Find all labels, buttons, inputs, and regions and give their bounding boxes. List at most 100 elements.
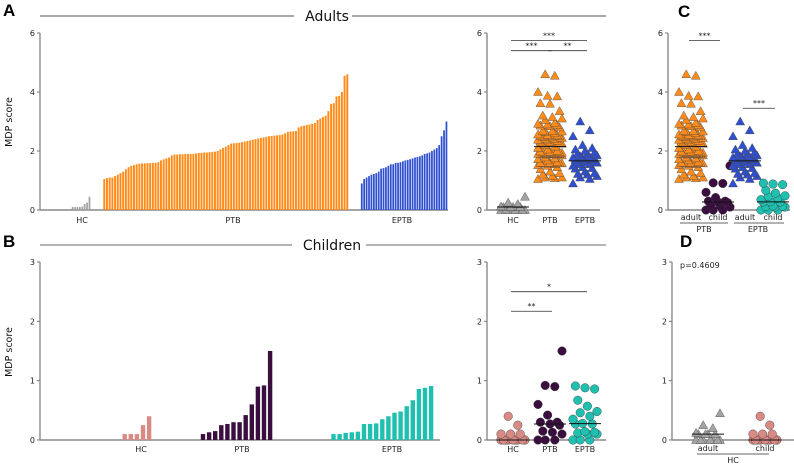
data-point-child_PTB: [538, 426, 548, 436]
y-tick-label: 0: [477, 206, 482, 215]
data-point-adult_PTB: [533, 154, 543, 163]
data-point-adult_PTB: [554, 106, 565, 115]
data-point-adult_PTB: [542, 144, 553, 154]
data-point-child_EPTB: [758, 178, 768, 188]
data-point-child_EPTB: [580, 383, 590, 393]
bar-adult_PTB: [346, 74, 349, 210]
data-point-child_EPTB: [768, 179, 778, 189]
data-point-adult_PTB: [695, 106, 706, 115]
bar-child_PTB: [255, 386, 261, 440]
panel-letter-c: C: [678, 2, 690, 21]
bar-adult_EPTB: [443, 130, 445, 210]
data-point-child_EPTB: [573, 395, 583, 405]
data-point-child_EPTB: [582, 401, 592, 411]
bar-adult_EPTB: [382, 168, 385, 210]
bar-adult_PTB: [254, 139, 257, 210]
data-point-adult_HC: [695, 435, 706, 444]
x-category-label: adult: [735, 213, 755, 222]
bar-adult_EPTB: [385, 167, 387, 210]
data-point-child_PTB: [547, 427, 557, 437]
bar-adult_PTB: [151, 162, 154, 210]
x-category-label: HC: [76, 216, 88, 225]
data-point-adult_PTB: [674, 174, 684, 183]
data-point-adult_PTB: [545, 166, 555, 176]
bar-adult_PTB: [106, 178, 108, 210]
data-point-adult_PTB: [683, 144, 694, 154]
bar-child_EPTB: [386, 416, 391, 440]
bar-adult_PTB: [273, 135, 276, 210]
data-point-child_PTB: [550, 382, 560, 392]
x-category-label: PTB: [234, 445, 249, 454]
data-point-adult_PTB: [537, 169, 548, 179]
bar-child_PTB: [200, 434, 206, 440]
bar-child_EPTB: [380, 419, 385, 440]
data-point-adult_HC: [512, 199, 523, 208]
data-point-adult_PTB: [674, 143, 684, 152]
bar-adult_PTB: [119, 173, 122, 210]
data-point-adult_PTB: [540, 115, 551, 124]
bar-adult_PTB: [165, 158, 168, 210]
bar-adult_PTB: [200, 152, 203, 210]
data-point-child_PTB: [543, 410, 553, 420]
y-tick-label: 1: [30, 377, 35, 386]
bar-adult_PTB: [230, 143, 233, 210]
bar-adult_EPTB: [365, 177, 368, 210]
bar-adult_HC: [74, 207, 76, 210]
y-tick-label: 3: [30, 258, 35, 267]
data-point-child_HC: [503, 411, 513, 421]
bar-adult_EPTB: [402, 161, 404, 210]
bar-adult_PTB: [292, 131, 295, 210]
bar-adult_EPTB: [387, 165, 390, 210]
data-point-child_PTB: [720, 196, 730, 206]
bar-adult_PTB: [300, 126, 303, 210]
data-point-adult_HC: [707, 423, 718, 432]
bar-adult_PTB: [343, 75, 346, 211]
bar-adult_PTB: [157, 162, 160, 210]
bar-child_PTB: [261, 385, 267, 440]
bar-adult_PTB: [103, 179, 106, 210]
bar-child_PTB: [249, 404, 254, 440]
data-point-adult_EPTB: [577, 140, 588, 149]
data-point-adult_EPTB: [730, 144, 741, 154]
bar-adult_EPTB: [399, 162, 402, 210]
panel-letter-d: D: [680, 232, 692, 251]
bar-adult_PTB: [227, 145, 230, 210]
bar-adult_PTB: [265, 136, 268, 210]
bar-adult_PTB: [235, 143, 238, 210]
bar-adult_PTB: [143, 163, 146, 210]
bar-adult_PTB: [216, 151, 219, 210]
data-point-child_EPTB: [575, 408, 585, 418]
data-point-adult_PTB: [690, 118, 701, 127]
bar-child_HC: [122, 434, 127, 440]
bar-adult_PTB: [141, 163, 144, 210]
bar-adult_PTB: [289, 131, 292, 210]
x-category-label: HC: [507, 445, 519, 454]
bar-child_EPTB: [355, 431, 361, 440]
x-category-label: child: [709, 213, 728, 222]
bar-adult_PTB: [308, 124, 311, 210]
bar-adult_PTB: [270, 135, 273, 210]
data-point-adult_PTB: [552, 146, 563, 155]
bar-child_EPTB: [404, 406, 409, 440]
bar-adult_EPTB: [363, 179, 366, 210]
bar-child_EPTB: [416, 388, 422, 440]
data-point-child_PTB: [533, 399, 543, 409]
y-tick-label: 6: [658, 29, 663, 38]
data-point-adult_EPTB: [580, 166, 590, 176]
bar-adult_EPTB: [431, 151, 433, 210]
bar-adult_PTB: [168, 157, 171, 210]
bar-adult_PTB: [319, 118, 322, 210]
bar-child_PTB: [231, 422, 236, 440]
bar-adult_PTB: [176, 154, 179, 210]
data-point-adult_EPTB: [732, 169, 743, 178]
bar-adult_PTB: [340, 92, 343, 210]
bar-adult_PTB: [149, 163, 152, 210]
data-point-adult_EPTB: [584, 125, 595, 135]
bar-adult_EPTB: [368, 176, 370, 210]
y-tick-label: 3: [662, 258, 667, 267]
bar-child_EPTB: [392, 412, 397, 440]
x-category-label: adult: [681, 213, 701, 222]
bar-adult_EPTB: [377, 171, 380, 210]
data-point-child_EPTB: [580, 427, 590, 437]
data-point-child_EPTB: [770, 188, 780, 198]
